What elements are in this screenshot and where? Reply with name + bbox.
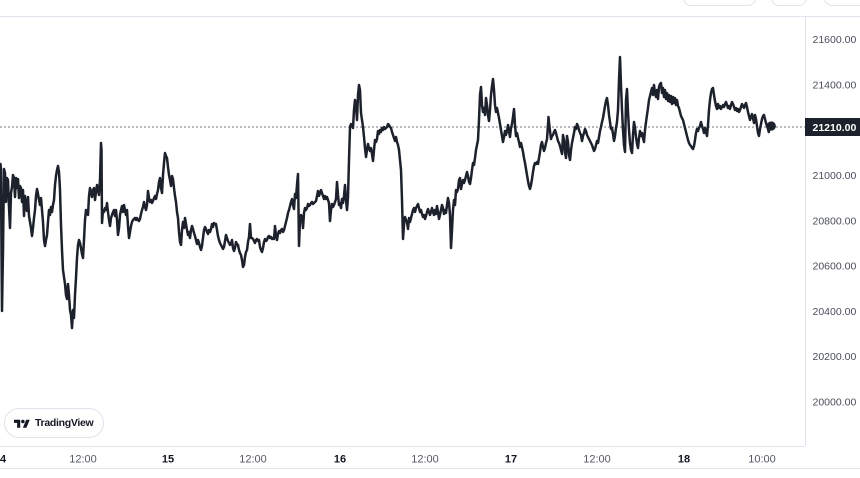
svg-text:10:00: 10:00 <box>748 454 776 466</box>
svg-text:12:00: 12:00 <box>583 454 611 466</box>
svg-text:21000.00: 21000.00 <box>813 170 857 182</box>
svg-text:20400.00: 20400.00 <box>813 306 857 318</box>
svg-text:21600.00: 21600.00 <box>813 34 857 46</box>
svg-text:4: 4 <box>0 454 7 466</box>
svg-text:20200.00: 20200.00 <box>813 351 857 363</box>
svg-text:20600.00: 20600.00 <box>813 261 857 273</box>
svg-text:21400.00: 21400.00 <box>813 79 857 91</box>
svg-text:20800.00: 20800.00 <box>813 215 857 227</box>
svg-text:12:00: 12:00 <box>239 454 267 466</box>
svg-text:15: 15 <box>162 454 174 466</box>
svg-text:20000.00: 20000.00 <box>813 397 857 409</box>
svg-text:12:00: 12:00 <box>69 454 97 466</box>
svg-text:18: 18 <box>678 454 690 466</box>
svg-text:21210.00: 21210.00 <box>813 122 857 134</box>
svg-text:16: 16 <box>334 454 346 466</box>
svg-text:17: 17 <box>505 454 517 466</box>
svg-text:12:00: 12:00 <box>411 454 439 466</box>
